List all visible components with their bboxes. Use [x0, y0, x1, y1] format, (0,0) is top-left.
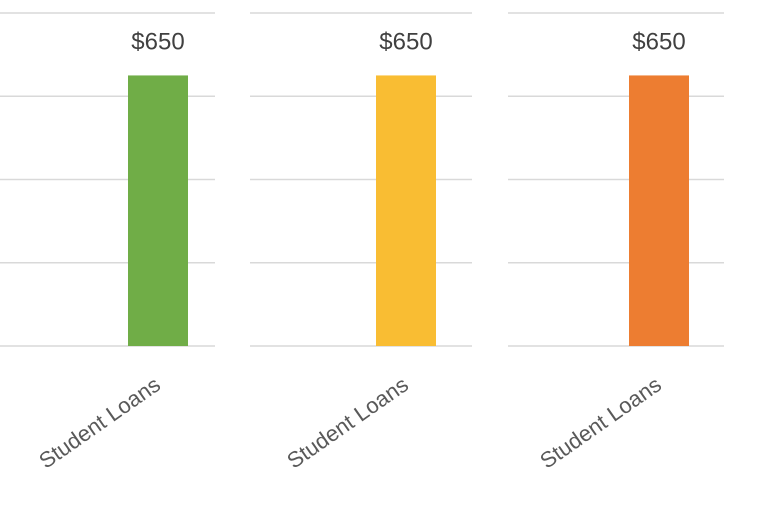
- category-tick-label: Student Loans: [535, 372, 666, 474]
- data-label: $650: [131, 28, 184, 55]
- category-tick-label: Student Loans: [282, 372, 413, 474]
- chart-panel-1: $650 Student Loans: [0, 12, 215, 474]
- bar-student-loans: [376, 75, 436, 346]
- chart-panel-2: $650 Student Loans: [250, 12, 472, 474]
- bar-student-loans: [629, 75, 689, 346]
- category-tick-label: Student Loans: [34, 372, 165, 474]
- bar-student-loans: [128, 75, 188, 346]
- data-label: $650: [379, 28, 432, 55]
- data-label: $650: [632, 28, 685, 55]
- chart-panel-3: $650 Student Loans: [508, 12, 724, 474]
